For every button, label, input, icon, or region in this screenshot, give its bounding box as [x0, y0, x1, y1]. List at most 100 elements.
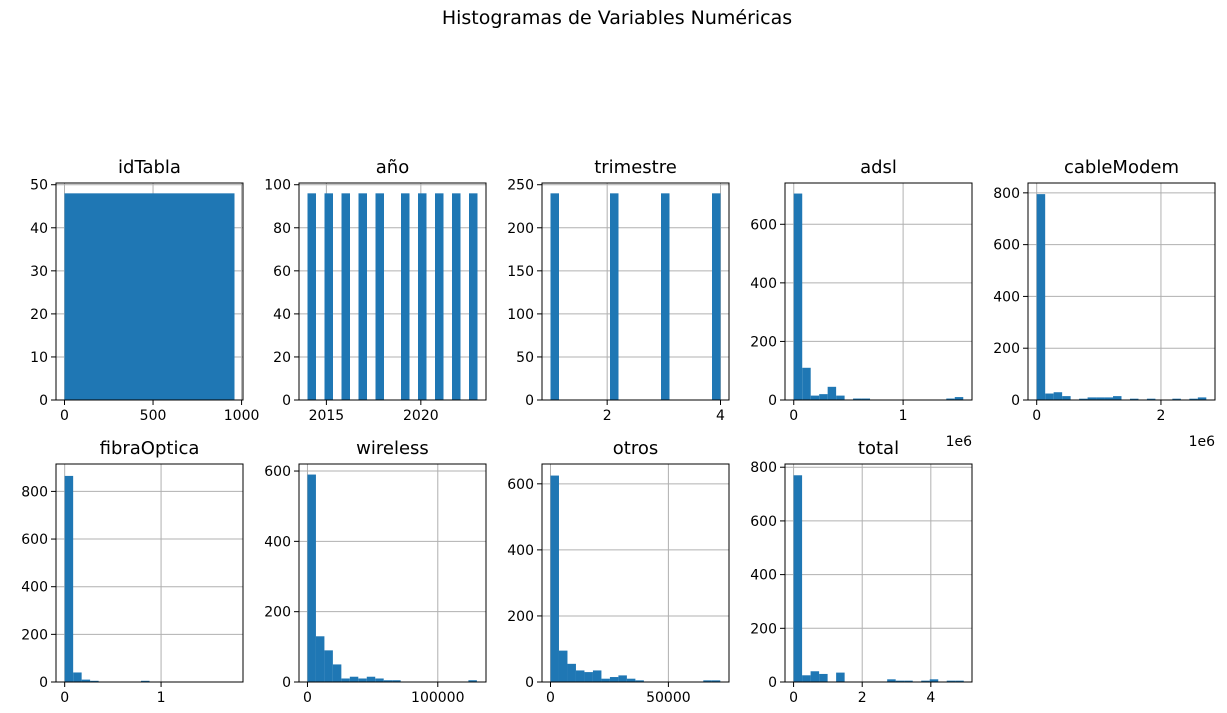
- y-tick-label: 200: [750, 621, 777, 637]
- panel-title: total: [858, 438, 899, 459]
- grid: [785, 183, 972, 401]
- histogram-bar: [315, 636, 325, 682]
- histogram-bar: [217, 193, 226, 400]
- histogram-bar: [149, 193, 158, 400]
- y-tick-label: 0: [39, 393, 48, 409]
- histogram-bar: [107, 193, 116, 400]
- histogram-bar: [1172, 398, 1181, 400]
- axes-frame: [298, 182, 487, 401]
- x-tick-label: 0: [60, 690, 69, 706]
- histogram-bar: [558, 650, 568, 682]
- grid: [542, 464, 729, 683]
- y-tick-label: 250: [507, 178, 534, 194]
- histogram-bar: [703, 680, 712, 682]
- histogram-bar: [802, 367, 811, 400]
- histogram-bar: [158, 193, 167, 400]
- bars: [307, 474, 477, 682]
- x-tick-label: 100000: [411, 690, 464, 706]
- histogram-bar: [1036, 194, 1046, 400]
- histogram-bar: [819, 673, 828, 682]
- histogram-bar: [90, 193, 99, 400]
- x-tick-label: 4: [926, 690, 935, 706]
- y-tick-label: 800: [21, 484, 48, 500]
- histogram-bar: [332, 664, 342, 682]
- y-tick-label: 150: [507, 264, 534, 280]
- histogram-bar: [401, 193, 410, 400]
- y-tick-label: 20: [30, 307, 48, 323]
- y-tick-label: 600: [264, 464, 291, 480]
- histogram-bar: [575, 670, 585, 682]
- histogram-bar: [81, 679, 91, 682]
- y-tick-label: 400: [264, 534, 291, 550]
- histogram-año: 2015 2020 0 20 40 60 80 100 año: [264, 157, 487, 424]
- histogram-bar: [90, 680, 99, 682]
- y-tick-label: 0: [768, 393, 777, 409]
- histogram-trimestre: 2 4 0 50 100 150 200 250 trimestre: [507, 157, 730, 424]
- panel-title: fibraOptica: [100, 438, 200, 459]
- axes-frame: [541, 182, 730, 401]
- x-tick-label: 0: [1032, 408, 1041, 424]
- histogram-bar: [567, 663, 576, 682]
- y-tick-label: 600: [507, 477, 534, 493]
- histogram-bar: [175, 193, 184, 400]
- histogram-bar: [81, 193, 90, 400]
- x-tick-label: 2: [1156, 408, 1165, 424]
- histogram-bar: [550, 193, 559, 400]
- histogram-bar: [802, 675, 811, 682]
- histogram-bar: [626, 678, 636, 682]
- histogram-bar: [452, 193, 461, 400]
- y-tick-label: 0: [525, 393, 534, 409]
- histogram-bar: [810, 395, 820, 400]
- histogram-bar: [1189, 398, 1198, 400]
- histogram-bar: [904, 680, 913, 682]
- y-tick-label: 200: [993, 341, 1020, 357]
- x-tick-label: 50000: [646, 690, 691, 706]
- bars: [307, 193, 478, 400]
- histogram-bar: [887, 679, 896, 682]
- histogram-bar: [73, 193, 82, 400]
- y-tick-label: 200: [264, 605, 291, 621]
- panel-title: adsl: [860, 157, 897, 178]
- y-tick-label: 0: [1011, 393, 1020, 409]
- histogram-otros: 0 50000 0 200 400 600 otros: [507, 438, 730, 706]
- histogram-bar: [115, 193, 124, 400]
- grid: [785, 464, 972, 683]
- histogram-bar: [383, 680, 393, 682]
- figure-title: Histogramas de Variables Numéricas: [442, 7, 792, 29]
- histogram-bar: [929, 679, 939, 682]
- bars: [550, 193, 721, 400]
- histogram-bar: [954, 397, 964, 400]
- histogram-total: 0 2 4 0 200 400 600 800 total: [750, 438, 973, 706]
- histogram-bar: [1053, 392, 1063, 400]
- histogram-bar: [1113, 396, 1122, 400]
- histogram-bar: [349, 676, 359, 682]
- grid: [299, 464, 486, 683]
- histogram-bar: [341, 193, 350, 400]
- histogram-bar: [324, 650, 333, 682]
- axis-offset-label: 1e6: [1189, 434, 1216, 450]
- grid: [56, 464, 243, 683]
- y-tick-label: 400: [507, 543, 534, 559]
- histogram-bar: [124, 193, 133, 400]
- x-tick-label: 1: [899, 408, 908, 424]
- histogram-bar: [166, 193, 175, 400]
- histogram-bar: [592, 670, 602, 682]
- histogram-bar: [1197, 397, 1207, 400]
- panel-title: año: [376, 157, 409, 178]
- histogram-bar: [324, 193, 333, 400]
- axis-offset-label: 1e6: [946, 434, 973, 450]
- histogram-bar: [946, 680, 956, 682]
- panel-title: wireless: [356, 438, 429, 459]
- x-tick-label: 2015: [309, 408, 345, 424]
- histogram-bar: [618, 675, 627, 682]
- bars: [793, 475, 964, 682]
- histogram-idTabla: 0 500 1000 0 10 20 30 40 50 idTabla: [30, 157, 259, 424]
- y-tick-label: 600: [750, 514, 777, 530]
- histogram-bar: [366, 676, 376, 682]
- y-tick-label: 10: [30, 350, 48, 366]
- histogram-bar: [610, 193, 619, 400]
- x-tick-label: 2020: [403, 408, 439, 424]
- histogram-bar: [341, 678, 350, 682]
